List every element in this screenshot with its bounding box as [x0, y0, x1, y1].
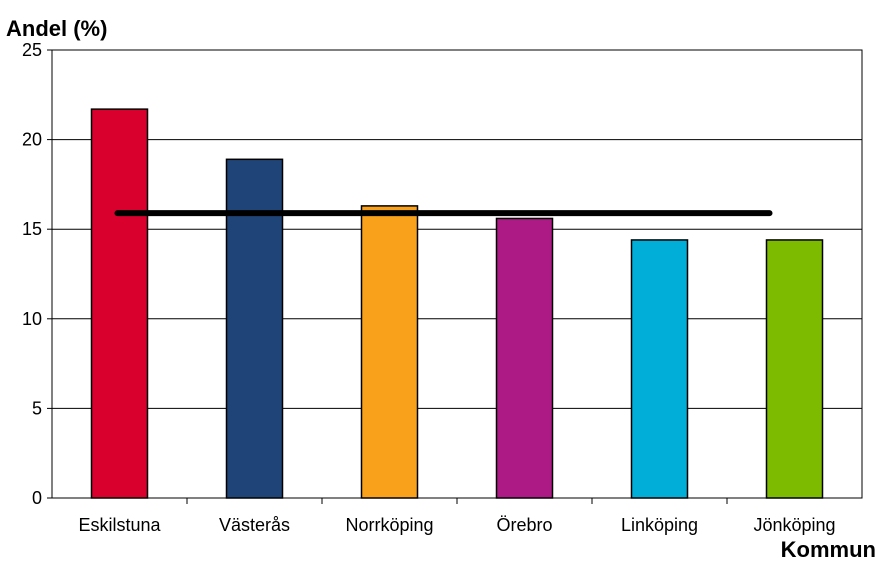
y-tick-label: 5	[32, 398, 42, 418]
x-tick-label: Jönköping	[753, 515, 835, 535]
y-tick-label: 10	[22, 309, 42, 329]
x-tick-label: Eskilstuna	[78, 515, 161, 535]
y-axis-label: Andel (%)	[6, 16, 107, 41]
x-axis-ticks: Eskilstuna Västerås Norrköping Örebro Linköp…	[78, 498, 836, 535]
x-axis-label: Kommun	[781, 537, 876, 562]
bar-linköping	[630, 239, 689, 499]
y-tick-label: 25	[22, 40, 42, 60]
y-tick-label: 20	[22, 130, 42, 150]
x-tick-label: Västerås	[219, 515, 290, 535]
y-tick-label: 0	[32, 488, 42, 508]
bar-örebro	[495, 217, 554, 499]
bar-norrköping	[360, 205, 419, 499]
gridlines	[52, 139, 862, 409]
x-tick-label: Norrköping	[345, 515, 433, 535]
x-tick-label: Örebro	[496, 515, 552, 535]
x-tick-label: Linköping	[621, 515, 698, 535]
y-tick-label: 15	[22, 219, 42, 239]
plot-area	[51, 49, 863, 499]
bar-eskilstuna	[90, 108, 149, 499]
y-axis-ticks: 0 5 10 15 20 25	[22, 40, 52, 508]
bar-jönköping	[765, 239, 824, 499]
